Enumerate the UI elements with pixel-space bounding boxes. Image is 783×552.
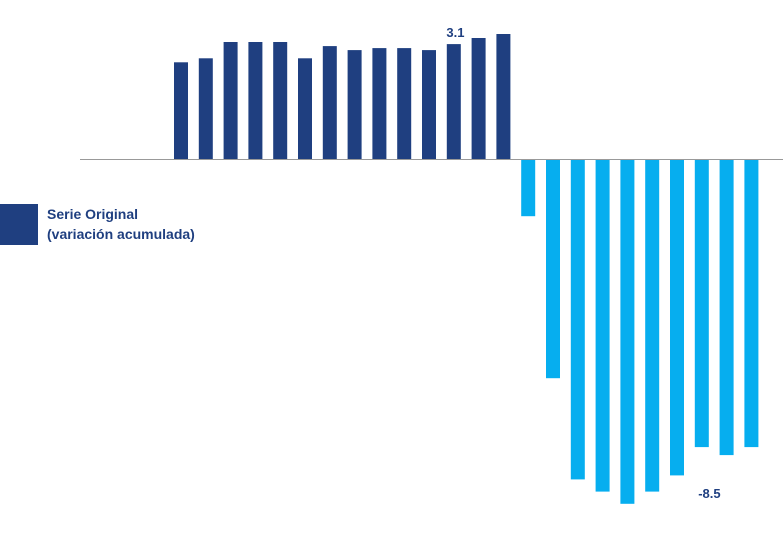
bar-20 (645, 159, 660, 492)
data-label-group: 3.1 -8.5 (446, 25, 720, 501)
bar-10 (397, 48, 412, 160)
bar-9 (372, 48, 387, 160)
bar-6 (298, 58, 312, 160)
bar-21 (670, 159, 684, 476)
bar-1 (174, 62, 188, 160)
legend-label-line1: Serie Original (47, 206, 139, 222)
bar-13 (471, 38, 486, 160)
legend-swatch (0, 204, 38, 245)
bar-17 (570, 159, 585, 480)
bar-3 (223, 42, 238, 160)
bar-7 (322, 46, 337, 160)
bar-12 (446, 44, 461, 160)
bar-11 (422, 50, 436, 160)
bar-4 (248, 42, 263, 160)
bar-5 (273, 42, 288, 160)
bar-group (174, 34, 759, 504)
bar-2 (198, 58, 213, 160)
bar-22 (694, 159, 709, 448)
bar-16 (546, 159, 560, 379)
bar-15 (521, 159, 536, 217)
data-label-14: 3.1 (446, 25, 464, 40)
bar-24 (744, 159, 759, 448)
bar-19 (620, 159, 635, 504)
bar-23 (719, 159, 734, 456)
legend-label: Serie Original (variación acumulada) (47, 204, 277, 244)
bar-8 (347, 50, 362, 160)
bar-18 (595, 159, 610, 492)
legend-label-line2: (variación acumulada) (47, 226, 195, 242)
data-label-19: -8.5 (698, 486, 720, 501)
bar-14 (496, 34, 511, 160)
